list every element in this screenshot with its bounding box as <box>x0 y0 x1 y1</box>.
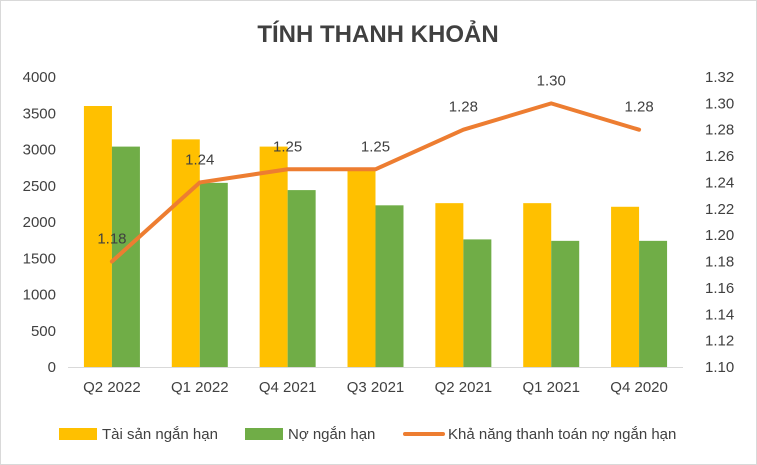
line-data-label: 1.18 <box>97 231 126 248</box>
y-left-tick-label: 4000 <box>23 69 56 86</box>
bar-tai-san-ngan-han <box>259 146 288 367</box>
y-right-tick-label: 1.22 <box>705 201 734 218</box>
legend-swatch-tai-san-ngan-han <box>59 428 97 440</box>
line-data-label: 1.30 <box>537 72 566 89</box>
y-right-tick-label: 1.26 <box>705 148 734 165</box>
line-data-label: 1.28 <box>449 99 478 116</box>
x-tick-label: Q1 2022 <box>171 379 229 396</box>
y-right-tick-label: 1.32 <box>705 69 734 86</box>
bar-tai-san-ngan-han <box>611 206 640 367</box>
line-kha-nang-thanh-toan <box>109 101 642 264</box>
y-left-tick-label: 2500 <box>23 178 56 195</box>
y-right-tick-label: 1.24 <box>705 174 734 191</box>
y-right-tick-label: 1.10 <box>705 359 734 376</box>
legend-label-no-ngan-han: Nợ ngắn hạn <box>288 426 375 443</box>
axis-layer: Q2 2022 Q1 2022 Q4 2021 Q3 2021 Q2 2021 Q1 20… <box>23 69 735 396</box>
bar-no-ngan-han <box>199 182 228 367</box>
bar-no-ngan-han <box>463 239 492 367</box>
y-left-tick-label: 3500 <box>23 105 56 122</box>
y-right-tick-label: 1.30 <box>705 95 734 112</box>
y-right-tick-label: 1.12 <box>705 333 734 350</box>
legend-label-kha-nang-thanh-toan: Khả năng thanh toán nợ ngắn hạn <box>448 426 676 443</box>
bar-tai-san-ngan-han <box>171 139 200 367</box>
y-right-tick-label: 1.16 <box>705 280 734 297</box>
legend: Tài sản ngắn hạn Nợ ngắn hạn Khả năng than… <box>59 426 676 443</box>
y-right-tick-label: 1.20 <box>705 227 734 244</box>
y-left-tick-label: 2000 <box>23 214 56 231</box>
y-right-tick-label: 1.18 <box>705 254 734 271</box>
x-tick-label: Q4 2020 <box>610 379 668 396</box>
line-data-label: 1.25 <box>361 138 390 155</box>
bar-tai-san-ngan-han <box>523 203 552 367</box>
y-right-tick-label: 1.28 <box>705 122 734 139</box>
y-left-tick-label: 1500 <box>23 250 56 267</box>
bar-no-ngan-han <box>551 240 580 367</box>
bar-no-ngan-han <box>287 190 316 367</box>
y-left-tick-label: 3000 <box>23 142 56 159</box>
bar-no-ngan-han <box>639 240 668 367</box>
bar-tai-san-ngan-han <box>83 106 112 367</box>
line-data-label: 1.28 <box>624 99 653 116</box>
y-left-tick-label: 1000 <box>23 287 56 304</box>
y-right-tick-label: 1.14 <box>705 306 734 323</box>
line-layer <box>109 101 642 264</box>
x-tick-label: Q1 2021 <box>522 379 580 396</box>
chart-title: TÍNH THANH KHOẢN <box>257 19 498 48</box>
line-data-label: 1.24 <box>185 151 214 168</box>
x-tick-label: Q3 2021 <box>347 379 405 396</box>
legend-label-tai-san-ngan-han: Tài sản ngắn hạn <box>102 426 218 443</box>
y-left-tick-label: 500 <box>31 323 56 340</box>
line-data-label: 1.25 <box>273 138 302 155</box>
x-tick-label: Q2 2022 <box>83 379 141 396</box>
bar-no-ngan-han <box>375 205 404 367</box>
legend-swatch-no-ngan-han <box>245 428 283 440</box>
data-labels-layer: 1.18 1.24 1.25 1.25 1.28 1.30 1.28 <box>97 72 653 247</box>
bar-tai-san-ngan-han <box>435 203 464 367</box>
bar-tai-san-ngan-han <box>347 167 376 367</box>
x-tick-label: Q4 2021 <box>259 379 317 396</box>
y-left-tick-label: 0 <box>48 359 56 376</box>
x-tick-label: Q2 2021 <box>435 379 493 396</box>
bars-layer <box>83 106 668 367</box>
